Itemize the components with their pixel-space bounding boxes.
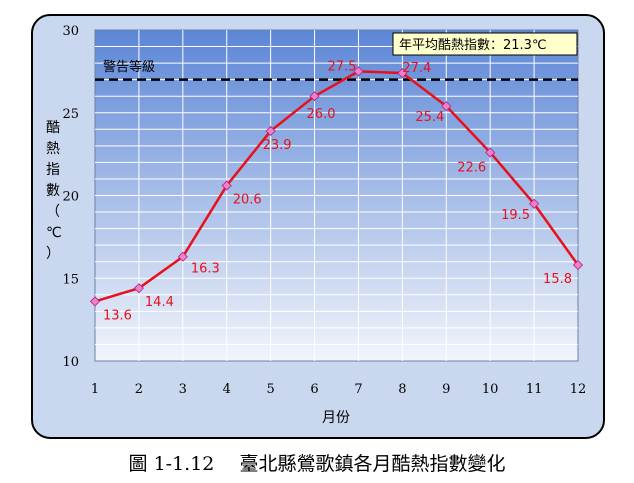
data-label: 16.3 — [191, 262, 220, 277]
annotation-box: 年平均酷熱指數：21.3℃ — [392, 32, 578, 56]
x-tick-label: 10 — [482, 382, 499, 397]
x-tick-label: 5 — [266, 382, 274, 397]
series-line — [94, 70, 580, 303]
figure-caption: 圖 1-1.12 臺北縣鶯歌鎮各月酷熱指數變化 — [128, 453, 506, 475]
x-tick-label: 1 — [91, 382, 99, 397]
data-label: 26.0 — [307, 107, 336, 122]
data-label: 27.5 — [328, 59, 357, 74]
data-point — [177, 251, 188, 262]
x-tick-label: 8 — [398, 382, 406, 397]
y-axis-title-3: 指 — [46, 162, 60, 178]
series-layer: 13.6 14.4 16.3 20.6 23.9 26.0 27.5 27.4 25.4 22.6… — [89, 59, 584, 323]
x-tick-labels: 1 2 3 4 5 6 7 8 9 10 11 12 — [91, 382, 586, 397]
data-point — [221, 180, 232, 191]
data-label: 14.4 — [145, 295, 174, 310]
x-tick-label: 11 — [526, 382, 543, 397]
data-point — [397, 67, 408, 79]
x-tick-label: 6 — [310, 382, 318, 397]
y-tick-label: 10 — [62, 355, 79, 370]
y-axis-title-2: 熱 — [46, 141, 60, 157]
data-label: 19.5 — [501, 208, 530, 223]
data-label: 25.4 — [415, 110, 444, 125]
data-point — [572, 259, 584, 271]
data-point — [353, 66, 364, 77]
x-tick-label: 3 — [179, 382, 187, 397]
data-label: 22.6 — [457, 160, 486, 175]
data-point — [309, 91, 320, 102]
x-tick-label: 4 — [223, 382, 231, 397]
x-tick-label: 7 — [354, 382, 362, 397]
y-axis-title-1: 酷 — [46, 120, 60, 136]
y-axis-title-4: 數 — [46, 183, 60, 199]
data-label: 13.6 — [103, 308, 132, 323]
y-axis-title-6: ℃ — [46, 225, 62, 241]
annotation-text: 年平均酷熱指數：21.3℃ — [399, 38, 547, 53]
data-point — [265, 125, 276, 137]
data-label: 27.4 — [402, 61, 431, 76]
y-tick-labels: 10 15 20 25 30 — [62, 24, 79, 370]
data-point — [133, 283, 144, 294]
data-point — [485, 147, 496, 158]
y-tick-label: 30 — [62, 24, 79, 39]
y-tick-label: 15 — [62, 272, 79, 287]
warning-label: 警告等級 — [103, 59, 155, 75]
data-point — [529, 198, 540, 209]
data-label: 15.8 — [543, 272, 572, 287]
y-axis-title: 酷 熱 指 數 （ ℃ ） — [46, 120, 66, 262]
y-tick-label: 25 — [62, 107, 79, 122]
x-axis-title: 月份 — [322, 410, 350, 426]
x-tick-label: 2 — [135, 382, 143, 397]
data-point — [89, 296, 101, 307]
data-point — [441, 101, 452, 112]
x-tick-label: 9 — [442, 382, 450, 397]
y-tick-label: 20 — [62, 190, 79, 205]
x-tick-label: 12 — [570, 382, 587, 397]
data-label: 20.6 — [233, 193, 262, 208]
data-label: 23.9 — [263, 138, 292, 153]
y-axis-title-5: （ — [46, 204, 60, 220]
y-axis-title-7: ） — [46, 246, 60, 262]
